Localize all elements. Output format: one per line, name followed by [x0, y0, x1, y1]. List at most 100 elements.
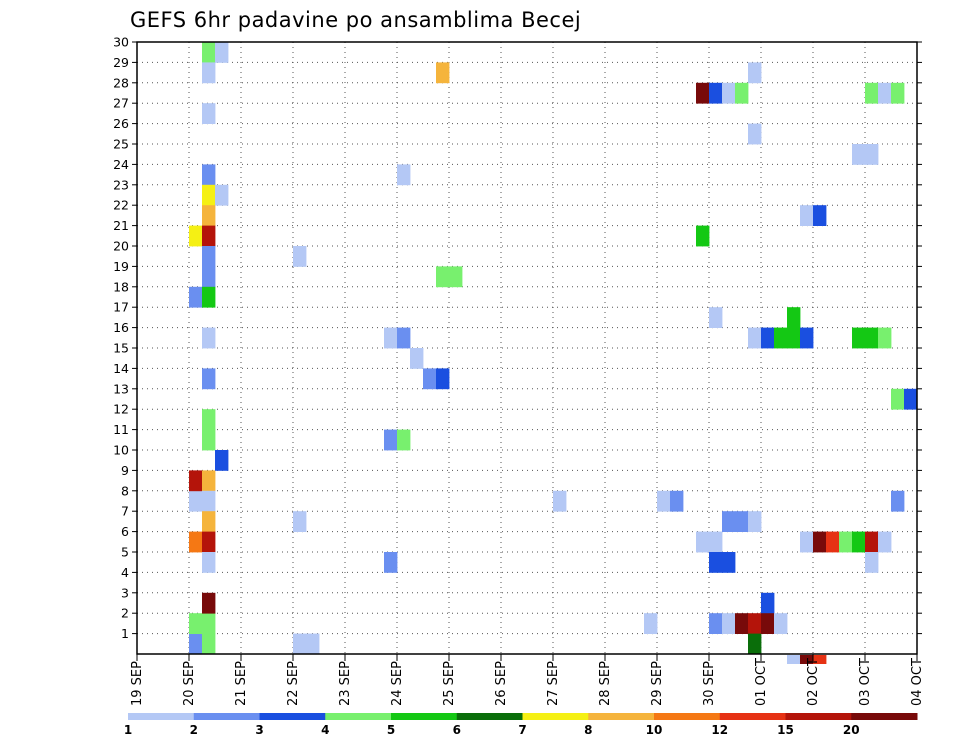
precip-cell — [202, 490, 216, 512]
precip-cell — [202, 429, 216, 451]
x-tick-label: 28 SEP — [598, 661, 613, 706]
precip-cell — [748, 62, 762, 84]
colorbar-segment — [522, 713, 589, 720]
precip-cell — [774, 327, 788, 349]
y-tick-label: 5 — [121, 545, 129, 560]
colorbar-segment — [719, 713, 786, 720]
y-tick-label: 29 — [113, 55, 129, 70]
precip-cell — [748, 511, 762, 532]
precip-cell — [865, 531, 879, 553]
precip-cell — [189, 613, 203, 634]
precip-cell — [202, 164, 216, 186]
y-tick-label: 17 — [113, 300, 129, 315]
precip-cell — [189, 286, 203, 308]
colorbar-label: 6 — [453, 723, 461, 737]
precip-cell — [878, 531, 892, 553]
precip-cell — [189, 225, 203, 247]
precip-cell — [787, 307, 801, 328]
precip-cell — [709, 82, 723, 104]
precip-cell — [202, 470, 216, 492]
precip-cell — [215, 42, 229, 63]
precip-cell — [202, 225, 216, 247]
precip-cell — [202, 368, 216, 390]
colorbar-label: 10 — [646, 723, 663, 737]
y-tick-label: 8 — [121, 483, 129, 498]
x-tick-label: 20 SEP — [182, 661, 197, 706]
precip-cell — [202, 62, 216, 84]
y-tick-label: 12 — [113, 402, 129, 417]
x-axis: 19 SEP 20 SEP 21 SEP 22 SEP 23 SEP 24 SEP 25 S… — [130, 654, 925, 706]
colorbar-segment — [391, 713, 458, 720]
precip-cell — [436, 266, 450, 288]
precip-cell — [735, 82, 749, 104]
precip-cell — [800, 205, 814, 226]
y-tick-label: 3 — [121, 585, 129, 600]
y-tick-label: 7 — [121, 504, 129, 519]
precip-cell — [865, 327, 879, 349]
precip-cell — [904, 388, 918, 410]
precip-cell — [293, 633, 307, 655]
y-tick-label: 22 — [113, 198, 129, 213]
precip-cell-below — [787, 655, 801, 664]
colorbar-label: 5 — [387, 723, 395, 737]
precip-cell — [865, 144, 879, 165]
precip-cell — [215, 184, 229, 206]
precip-cell — [202, 552, 216, 573]
precip-cell — [202, 266, 216, 288]
x-tick-label: 26 SEP — [494, 661, 509, 706]
y-tick-label: 1 — [121, 626, 129, 641]
precip-cell — [748, 633, 762, 655]
precip-cell — [202, 205, 216, 226]
precip-cell — [852, 531, 866, 553]
y-tick-label: 13 — [113, 381, 129, 396]
y-tick-label: 14 — [113, 361, 129, 376]
precip-cell — [670, 490, 684, 512]
colorbar: 1 2 3 4 5 6 7 8 10 12 15 20 — [124, 713, 918, 737]
colorbar-label: 15 — [777, 723, 794, 737]
y-tick-label: 10 — [113, 443, 129, 458]
precip-cell — [735, 613, 749, 634]
x-tick-label: 02 OCT — [806, 658, 821, 706]
y-tick-label: 26 — [113, 116, 129, 131]
y-tick-label: 25 — [113, 137, 129, 152]
precip-cell — [722, 613, 736, 634]
precip-cell — [748, 123, 762, 145]
colorbar-label: 4 — [321, 723, 329, 737]
precip-cell — [709, 552, 723, 573]
precip-cell — [202, 42, 216, 63]
precip-cell — [826, 531, 840, 553]
precip-cell — [553, 490, 567, 512]
colorbar-label: 12 — [711, 723, 728, 737]
precip-cell — [761, 592, 775, 614]
ensemble-cells — [189, 42, 918, 664]
precip-cell-below — [813, 655, 827, 664]
colorbar-segment — [654, 713, 721, 720]
precip-cell — [202, 592, 216, 614]
colorbar-segment — [456, 713, 523, 720]
precip-cell — [189, 633, 203, 655]
precip-cell — [852, 144, 866, 165]
precip-cell — [397, 164, 411, 186]
x-tick-label: 24 SEP — [390, 661, 405, 706]
precip-cell — [397, 327, 411, 349]
colorbar-label: 2 — [190, 723, 198, 737]
y-tick-label: 15 — [113, 341, 129, 356]
colorbar-label: 3 — [255, 723, 263, 737]
x-tick-label: 21 SEP — [234, 661, 249, 706]
precip-cell — [696, 225, 710, 247]
precip-cell — [189, 470, 203, 492]
precip-cell — [202, 246, 216, 267]
y-tick-label: 20 — [113, 239, 129, 254]
y-tick-label: 18 — [113, 279, 129, 294]
precip-cell — [722, 511, 736, 532]
colorbar-segment — [785, 713, 852, 720]
precip-cell — [878, 327, 892, 349]
precip-cell — [202, 633, 216, 655]
colorbar-label: 20 — [843, 723, 860, 737]
precip-cell — [202, 327, 216, 349]
precip-cell — [891, 490, 905, 512]
precip-cell — [423, 368, 437, 390]
precip-cell — [722, 82, 736, 104]
precip-cell — [878, 82, 892, 104]
